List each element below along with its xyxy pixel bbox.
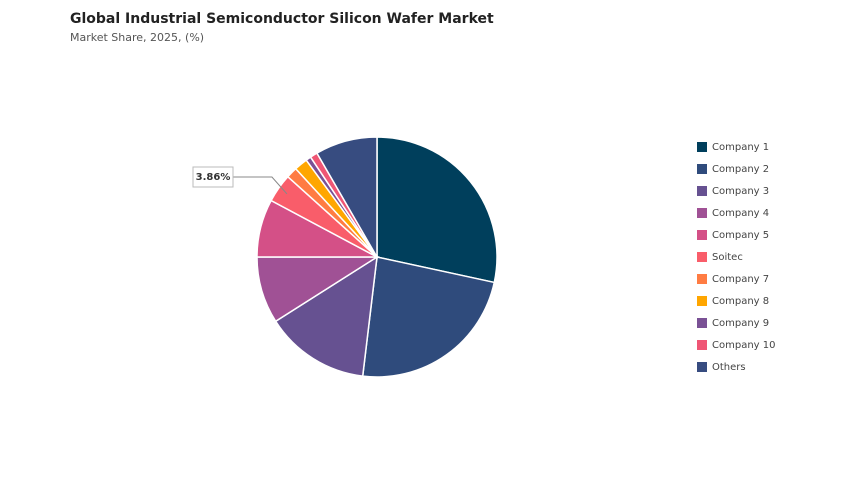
legend-label: Company 10	[712, 340, 775, 351]
legend-swatch	[697, 296, 707, 306]
legend-label: Company 9	[712, 318, 769, 329]
legend-swatch	[697, 142, 707, 152]
pie-slice	[315, 136, 378, 260]
chart-subtitle: Market Share, 2025, (%)	[70, 31, 204, 44]
pie-slice	[361, 256, 496, 378]
legend-label: Company 5	[712, 230, 769, 241]
legend-swatch	[697, 208, 707, 218]
legend-label: Company 2	[712, 164, 769, 175]
legend-swatch	[697, 274, 707, 284]
legend-swatch	[697, 362, 707, 372]
label-box	[192, 166, 234, 188]
legend-label: Soitec	[712, 252, 743, 263]
legend-label: Company 1	[712, 142, 769, 153]
legend-swatch	[697, 318, 707, 328]
leader-line	[233, 176, 288, 195]
legend-label: Company 7	[712, 274, 769, 285]
legend-swatch	[697, 252, 707, 262]
chart-title: Global Industrial Semiconductor Silicon …	[70, 11, 494, 27]
data-label: 3.86%	[196, 172, 231, 183]
pie-slice	[376, 136, 498, 284]
legend-swatch	[697, 340, 707, 350]
legend-label: Others	[712, 362, 746, 373]
legend-label: Company 8	[712, 296, 769, 307]
legend-swatch	[697, 230, 707, 240]
legend-label: Company 4	[712, 208, 769, 219]
legend-swatch	[697, 186, 707, 196]
pie-slice	[274, 255, 378, 377]
legend-label: Company 3	[712, 186, 769, 197]
legend-swatch	[697, 164, 707, 174]
